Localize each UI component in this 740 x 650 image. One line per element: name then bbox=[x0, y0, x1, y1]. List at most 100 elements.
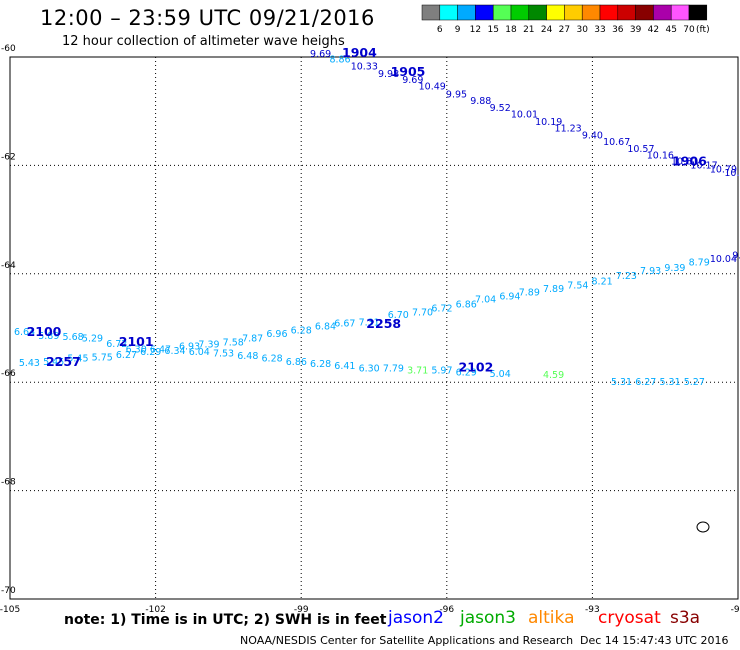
legend-label: 39 bbox=[630, 25, 642, 35]
legend-swatch bbox=[492, 4, 512, 21]
lat-tick-label: -62 bbox=[1, 152, 16, 162]
swh-value: 5.97 bbox=[431, 366, 452, 377]
swh-value: 5.89 bbox=[38, 331, 59, 342]
swh-value: 6.67 bbox=[334, 318, 355, 329]
legend-unit: (ft) bbox=[696, 25, 710, 35]
swh-value: 5.27 bbox=[684, 377, 705, 388]
swh-value: 6.86 bbox=[286, 357, 307, 368]
island-outline bbox=[696, 521, 710, 533]
swh-value: 6.41 bbox=[334, 361, 355, 372]
pass-time-label: 1905 bbox=[391, 64, 426, 79]
lon-tick-label: -102 bbox=[145, 605, 165, 615]
swh-value: 6.72 bbox=[106, 339, 127, 350]
legend-label: 36 bbox=[612, 25, 624, 35]
swh-value: 5.31 bbox=[611, 377, 632, 388]
satellite-jason2: jason2 bbox=[388, 608, 444, 628]
swh-value: 9.88 bbox=[470, 96, 491, 107]
swh-value: 6.96 bbox=[266, 329, 287, 340]
swh-value: 7.70 bbox=[412, 308, 433, 319]
axis-labels: -105 -102 -99 -96 -93 -90 -60 -62 -64 -66 -68 -70 bbox=[0, 44, 740, 615]
swh-value: 9.40 bbox=[582, 130, 603, 141]
legend-swatch bbox=[617, 4, 636, 21]
swh-value: 6.72 bbox=[431, 304, 452, 315]
lon-tick-label: -90 bbox=[731, 605, 740, 615]
satellite-cryosat: cryosat bbox=[598, 608, 661, 628]
swh-value: 6.27 bbox=[116, 350, 137, 361]
satellite-altika: altika bbox=[528, 608, 575, 628]
swh-value: 9.95 bbox=[446, 90, 467, 101]
swh-value: 6.86 bbox=[456, 299, 477, 310]
lon-tick-label: -96 bbox=[439, 605, 454, 615]
swh-value: 6.94 bbox=[499, 291, 520, 302]
legend-swatch bbox=[439, 4, 458, 21]
lon-tick-label: -105 bbox=[0, 605, 20, 615]
legend-label: 30 bbox=[576, 25, 588, 35]
swh-value: 10.16 bbox=[647, 150, 674, 161]
swh-value: 6.47 bbox=[150, 344, 171, 355]
legend-label: 70 bbox=[683, 25, 695, 35]
pass-time-label: 2102 bbox=[459, 359, 494, 374]
swh-value: 9.80 bbox=[732, 251, 740, 262]
pass-time-label: 1906 bbox=[672, 153, 707, 168]
swh-value: 6.30 bbox=[126, 344, 147, 355]
lat-tick-label: -70 bbox=[1, 586, 16, 596]
legend-label: 9 bbox=[455, 25, 461, 35]
swh-value: 10.57 bbox=[627, 144, 654, 155]
legend-label: 24 bbox=[541, 25, 553, 35]
pass-time-label: 1904 bbox=[342, 45, 377, 60]
swh-value: 6.84 bbox=[315, 322, 336, 333]
swh-value: 7.53 bbox=[213, 349, 234, 360]
legend-swatch bbox=[635, 4, 654, 21]
swh-value: 7.79 bbox=[383, 363, 404, 374]
swh-value: 6.48 bbox=[237, 351, 258, 362]
legend-label: 42 bbox=[648, 25, 659, 35]
legend-swatch bbox=[457, 4, 476, 21]
swh-value: 10.04 bbox=[710, 254, 737, 265]
pass-time-label: 2257 bbox=[46, 354, 81, 369]
footnote: note: 1) Time is in UTC; 2) SWH is in fe… bbox=[64, 612, 387, 628]
swh-value: 10.67 bbox=[603, 137, 630, 148]
legend-label: 27 bbox=[559, 25, 570, 35]
swh-value: 5.45 bbox=[67, 354, 88, 365]
swh-value: 6.29 bbox=[140, 347, 161, 358]
swh-value: 7.04 bbox=[475, 295, 496, 306]
swh-value: 7.23 bbox=[616, 271, 637, 282]
swh-value: 7.58 bbox=[223, 337, 244, 348]
swh-value: 6.27 bbox=[635, 377, 656, 388]
swh-value: 9.52 bbox=[490, 103, 511, 114]
swh-value: 5.75 bbox=[92, 353, 113, 364]
swh-value: 8.86 bbox=[329, 54, 350, 65]
swh-value: 5.68 bbox=[63, 332, 84, 343]
map-frame bbox=[9, 56, 739, 600]
legend-swatch bbox=[688, 4, 708, 21]
legend-label: 18 bbox=[505, 25, 517, 35]
page-subtitle: 12 hour collection of altimeter wave hei… bbox=[62, 34, 345, 49]
swh-value: 6.28 bbox=[291, 325, 312, 336]
swh-value: 6.28 bbox=[310, 359, 331, 370]
pass-time-label: 2100 bbox=[27, 324, 62, 339]
legend-label: 45 bbox=[665, 25, 676, 35]
legend-swatch bbox=[546, 4, 565, 21]
legend-swatch bbox=[475, 4, 494, 21]
swh-value: 5.43 bbox=[19, 358, 40, 369]
swh-value: 8.21 bbox=[592, 277, 613, 288]
swh-value: 10.79 bbox=[710, 164, 737, 175]
lon-tick-label: -93 bbox=[585, 605, 600, 615]
legend-label: 21 bbox=[523, 25, 534, 35]
swh-value: 5.45 bbox=[43, 357, 64, 368]
swh-value: 3.71 bbox=[407, 366, 428, 377]
swh-value: 6.28 bbox=[262, 354, 283, 365]
legend-swatch bbox=[421, 4, 441, 21]
lat-tick-label: -64 bbox=[1, 261, 16, 271]
legend-swatch bbox=[564, 4, 583, 21]
swh-value: 6.04 bbox=[189, 347, 210, 358]
swh-value: 10.19 bbox=[535, 117, 562, 128]
legend-label: 33 bbox=[594, 25, 605, 35]
swh-value: 5.31 bbox=[659, 377, 680, 388]
legend-swatch bbox=[653, 4, 672, 21]
swh-value: 6.30 bbox=[359, 363, 380, 374]
page-title: 12:00 – 23:59 UTC 09/21/2016 bbox=[40, 6, 375, 30]
pass-time-label: 2258 bbox=[366, 316, 401, 331]
swh-value: 5.04 bbox=[490, 369, 511, 380]
